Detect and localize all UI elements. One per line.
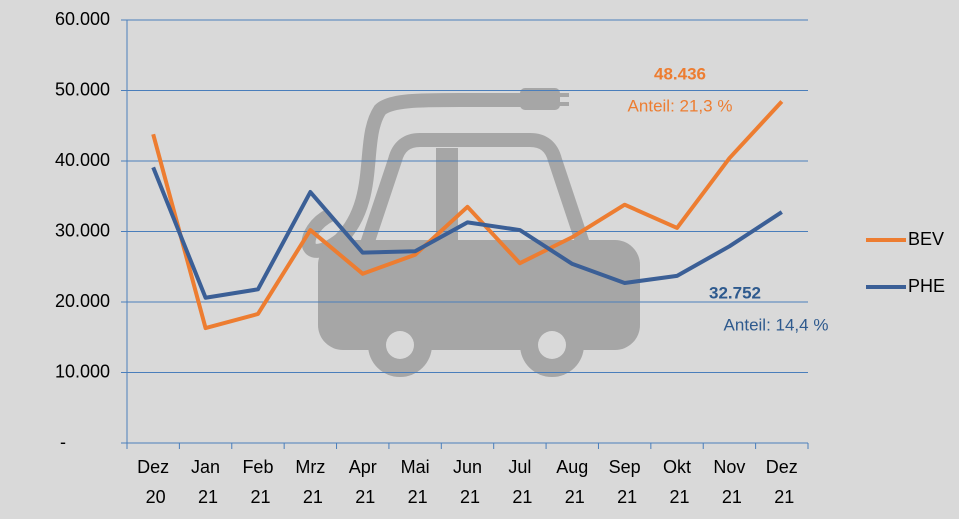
y-tick-label: 10.000 xyxy=(55,361,110,381)
annotation: 32.752 xyxy=(709,283,761,302)
annotation: 48.436 xyxy=(654,64,706,83)
y-tick-label: 30.000 xyxy=(55,220,110,240)
annotation: Anteil: 21,3 % xyxy=(628,96,733,115)
chart: -10.00020.00030.00040.00050.00060.000Dez… xyxy=(0,0,959,519)
y-tick-label: 60.000 xyxy=(55,9,110,29)
y-tick-label: 40.000 xyxy=(55,150,110,170)
y-tick-label: 20.000 xyxy=(55,291,110,311)
legend-label: PHE xyxy=(908,276,945,296)
legend-label: BEV xyxy=(908,229,944,249)
y-tick-label: - xyxy=(60,432,66,452)
y-tick-label: 50.000 xyxy=(55,79,110,99)
annotation: Anteil: 14,4 % xyxy=(724,315,829,334)
